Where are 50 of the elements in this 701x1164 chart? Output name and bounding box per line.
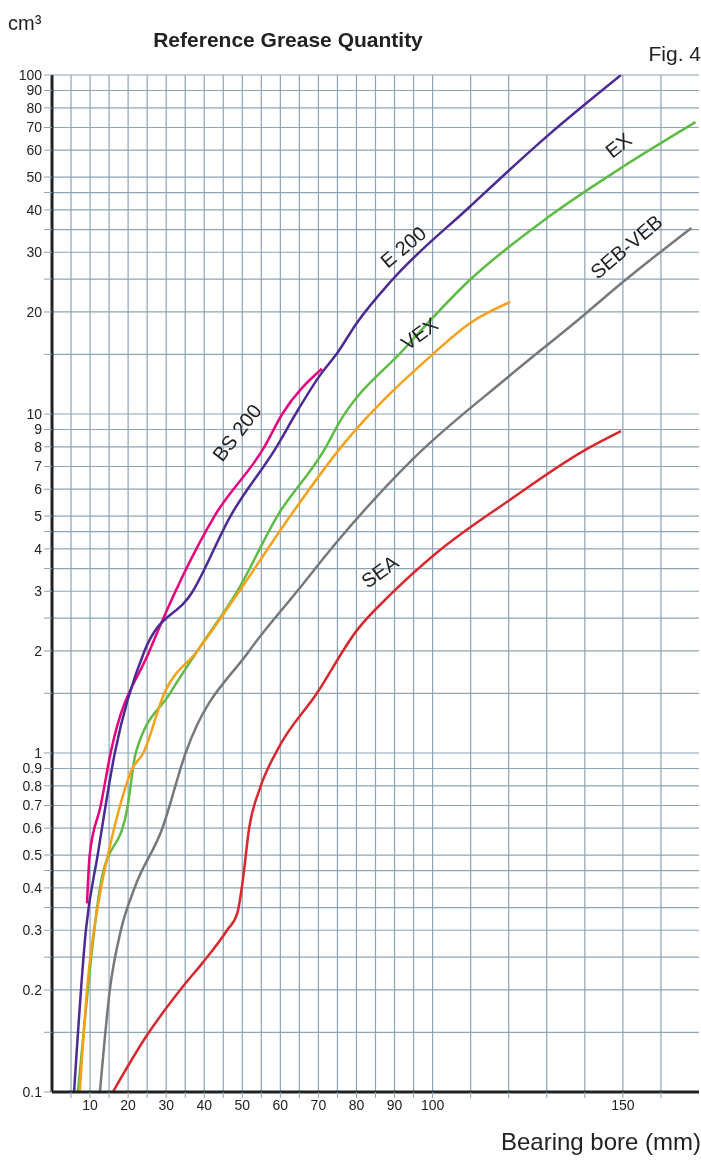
y-tick-label: 40	[26, 201, 43, 218]
caption: Fig. 4	[648, 42, 701, 66]
y-tick-label: 5	[34, 508, 43, 525]
chart-title: Reference Grease Quantity	[152, 28, 424, 52]
y-tick-label: 60	[26, 142, 43, 159]
y-tick-label: 9	[34, 421, 43, 438]
x-tick-label: 90	[386, 1096, 403, 1113]
y-tick-label: 90	[26, 82, 43, 99]
text: VEX	[396, 313, 443, 355]
text: BS 200	[207, 399, 266, 466]
y-tick-label: 4	[34, 540, 43, 557]
x-tick-label: 150	[611, 1096, 635, 1113]
y-tick-label: 0.3	[22, 922, 43, 939]
y-tick-label: 80	[26, 99, 43, 116]
text: EX	[601, 128, 636, 163]
y-tick-label: 2	[34, 642, 43, 659]
x-tick-label: 30	[158, 1096, 175, 1113]
y-tick-label: 6	[34, 481, 43, 498]
x-tick-label: 40	[196, 1096, 213, 1113]
x-tick-label: 70	[310, 1096, 327, 1113]
y-axis-title: cm³	[8, 12, 42, 35]
y-tick-label: 30	[26, 244, 43, 261]
x-tick-label: 80	[348, 1096, 365, 1113]
y-tick-label: 0.4	[22, 879, 43, 896]
y-tick-label: 100	[18, 66, 43, 83]
x-tick-label: 10	[82, 1096, 99, 1113]
y-tick-label: 0.6	[22, 820, 43, 837]
y-tick-label: 0.8	[22, 777, 43, 794]
y-tick-label: 8	[34, 438, 43, 455]
x-tick-label: 100	[420, 1096, 445, 1113]
x-tick-label: 50	[234, 1096, 251, 1113]
y-tick-label: 7	[34, 458, 43, 475]
line-series	[85, 367, 324, 905]
y-tick-label: 0.9	[22, 760, 43, 777]
text: SEA	[357, 550, 403, 593]
y-tick-label: 0.2	[22, 981, 43, 998]
y-tick-label: 50	[26, 169, 43, 186]
line-series	[78, 300, 512, 1092]
y-tick-label: 70	[26, 119, 43, 136]
y-tick-label: 3	[34, 583, 43, 600]
y-tick-label: 20	[26, 303, 43, 320]
text: E 200	[376, 221, 431, 273]
y-tick-label: 0.5	[22, 847, 43, 864]
y-tick-label: 0.1	[22, 1083, 43, 1100]
x-tick-label: 60	[272, 1096, 289, 1113]
x-tick-label: 20	[120, 1096, 137, 1113]
y-tick-label: 10	[26, 405, 43, 422]
y-tick-label: 1	[34, 744, 43, 761]
x-axis-title: Bearing bore (mm)	[500, 1128, 701, 1156]
y-tick-label: 0.7	[22, 797, 43, 814]
